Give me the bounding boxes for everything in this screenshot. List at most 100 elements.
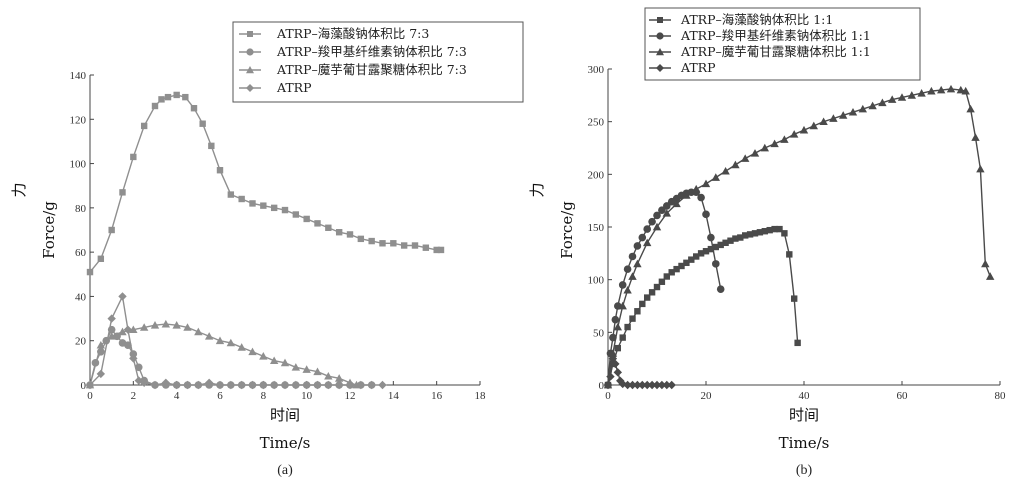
data-point (151, 102, 159, 110)
data-point (411, 242, 419, 249)
data-point (683, 259, 690, 267)
y-tick-label: 300 (588, 64, 605, 76)
data-point (750, 149, 760, 157)
data-point (611, 359, 620, 369)
data-point (819, 117, 828, 126)
data-point (226, 380, 236, 390)
data-point (269, 356, 279, 365)
data-point (673, 265, 680, 273)
data-point (737, 234, 744, 241)
data-point (614, 344, 621, 352)
data-point (643, 380, 652, 390)
series-square (86, 91, 445, 276)
data-point (799, 125, 809, 134)
data-point (161, 319, 171, 328)
data-point (613, 322, 622, 331)
data-point (237, 343, 246, 351)
data-point (629, 315, 636, 322)
data-point (638, 233, 647, 242)
data-point (368, 237, 375, 245)
x-axis-title: Time/s (260, 434, 311, 452)
data-point (248, 380, 257, 390)
series-line (607, 88, 991, 386)
data-point (702, 210, 710, 219)
data-point (280, 358, 290, 367)
x-tick-label: 18 (475, 390, 487, 402)
data-point (776, 225, 783, 233)
data-point (97, 255, 105, 262)
data-point (238, 195, 245, 203)
data-point (345, 380, 355, 390)
x-tick-label: 4 (174, 390, 180, 402)
data-point (780, 135, 789, 143)
series-triangle (85, 319, 361, 389)
data-point (628, 272, 637, 280)
data-point (325, 224, 332, 231)
data-point (215, 380, 225, 390)
chart-a: 0 20 40 60 80 100 120 140 0 2 4 6 8 10 12 14 16 18 力 Force/… (10, 21, 524, 478)
data-point (652, 222, 662, 231)
data-point (809, 121, 818, 130)
data-point (722, 239, 729, 246)
data-point (129, 325, 138, 334)
data-point (226, 338, 236, 347)
legend-label: ATRP (680, 60, 716, 75)
x-axis-title: Time/s (779, 434, 830, 452)
data-point (334, 374, 344, 382)
data-point (291, 380, 301, 390)
data-point (346, 231, 354, 238)
data-point (878, 98, 887, 107)
data-point (378, 380, 387, 390)
series-line (89, 294, 383, 386)
data-point (966, 104, 975, 113)
x-axis-title-cn: 时间 (270, 406, 300, 424)
data-point (766, 226, 773, 234)
data-point (751, 230, 759, 237)
data-point (292, 211, 300, 218)
data-point (237, 380, 246, 390)
data-point (85, 380, 95, 390)
data-point (183, 323, 192, 331)
data-point (291, 363, 301, 371)
data-point (150, 321, 160, 329)
data-point (761, 228, 768, 235)
x-tick-label: 80 (995, 390, 1007, 402)
data-point (194, 380, 203, 390)
data-point (791, 295, 798, 302)
data-point (643, 225, 651, 233)
x-axis-title-cn: 时间 (789, 406, 819, 424)
data-point (638, 380, 647, 390)
data-point (961, 86, 970, 95)
data-point (158, 96, 165, 103)
legend-label: ATRP (276, 80, 312, 95)
data-point (390, 240, 397, 247)
y-tick-label: 20 (75, 336, 87, 348)
data-point (129, 354, 138, 363)
data-point (624, 323, 631, 331)
data-point (302, 380, 311, 390)
data-point (182, 93, 189, 101)
data-point (611, 315, 620, 324)
y-tick-label: 40 (75, 291, 87, 303)
x-tick-label: 60 (897, 390, 909, 402)
data-point (107, 332, 116, 340)
data-point (190, 105, 198, 112)
data-point (618, 281, 627, 289)
legend-label: ATRP–海藻酸钠体积比 1:1 (680, 12, 833, 27)
series-circle (604, 188, 725, 389)
data-point (194, 327, 203, 336)
legend-marker (246, 66, 254, 74)
data-point (712, 260, 720, 268)
data-point (270, 204, 278, 212)
data-point (848, 107, 858, 116)
data-point (697, 193, 705, 202)
data-point (688, 256, 695, 263)
data-point (618, 301, 627, 310)
y-tick-label: 80 (75, 203, 87, 215)
data-point (96, 369, 106, 379)
data-point (608, 349, 618, 357)
data-point (658, 278, 666, 285)
series-diamond (603, 354, 676, 390)
x-tick-label: 12 (345, 390, 356, 402)
data-point (107, 314, 116, 323)
